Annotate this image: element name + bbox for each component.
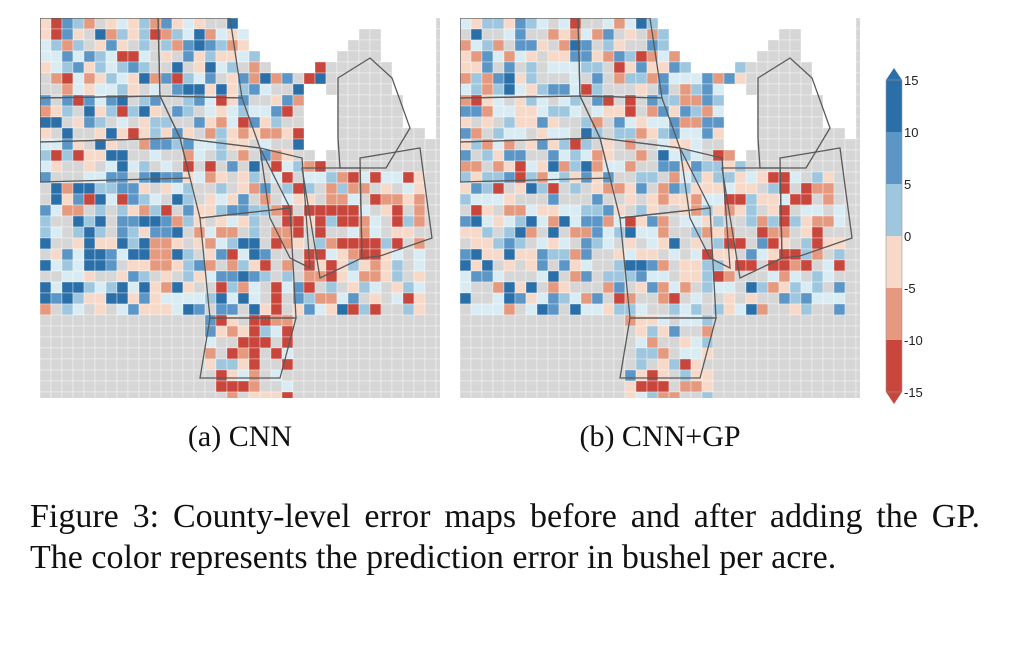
state-borders bbox=[40, 18, 433, 379]
subcaption-b: (b) CNN+GP bbox=[579, 420, 741, 453]
error-map-cnn-gp bbox=[460, 18, 860, 398]
colorbar-tick-label: 10 bbox=[904, 125, 918, 140]
colorbar-tick-label: 5 bbox=[904, 177, 911, 192]
state-border bbox=[337, 57, 411, 169]
county-cells bbox=[460, 18, 860, 398]
state-border bbox=[679, 147, 731, 270]
colorbar-segment bbox=[886, 288, 902, 340]
state-border bbox=[619, 317, 717, 379]
colorbar-arrow-bottom bbox=[886, 392, 902, 404]
colorbar-arrow-top bbox=[886, 68, 902, 80]
county-map-cnn-gp bbox=[460, 18, 860, 398]
subcaption-a: (a) CNN bbox=[187, 420, 293, 453]
state-border bbox=[199, 317, 297, 379]
colorbar-tick-label: -5 bbox=[904, 281, 916, 296]
error-map-cnn bbox=[40, 18, 440, 398]
county-cells bbox=[40, 18, 440, 398]
county-map-cnn bbox=[40, 18, 440, 398]
colorbar-tick-label: -10 bbox=[904, 333, 923, 348]
figure-caption: Figure 3: County-level error maps before… bbox=[30, 498, 980, 576]
colorbar-graphic: 15 10 5 0 -5 -10 -15 bbox=[885, 68, 923, 404]
colorbar-segment bbox=[886, 132, 902, 184]
state-borders bbox=[460, 18, 853, 379]
colorbar-segment bbox=[886, 80, 902, 132]
state-border bbox=[359, 147, 433, 259]
colorbar-segment bbox=[886, 184, 902, 236]
error-colorbar: 15 10 5 0 -5 -10 -15 bbox=[880, 66, 950, 416]
colorbar-segment bbox=[886, 340, 902, 392]
colorbar-tick-label: 15 bbox=[904, 73, 918, 88]
colorbar-tick-label: 0 bbox=[904, 229, 911, 244]
colorbar-segment bbox=[886, 236, 902, 288]
colorbar-tick-label: -15 bbox=[904, 385, 923, 400]
state-border bbox=[779, 147, 853, 259]
state-border bbox=[259, 147, 311, 270]
state-border bbox=[757, 57, 831, 169]
